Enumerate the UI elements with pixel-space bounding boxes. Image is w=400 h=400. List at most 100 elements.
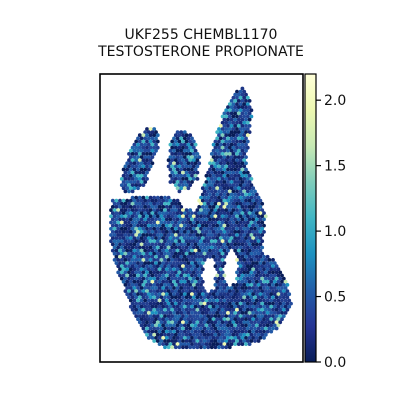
- tissue-spot: [199, 233, 203, 237]
- tissue-spot: [215, 292, 220, 297]
- tissue-spot: [220, 332, 225, 337]
- tissue-spot: [175, 267, 180, 272]
- tissue-spot: [278, 276, 283, 281]
- tissue-spot: [249, 339, 254, 343]
- tissue-spot: [247, 298, 252, 303]
- tissue-spot: [157, 286, 162, 290]
- tissue-spot: [132, 254, 137, 259]
- tissue-spot: [215, 173, 220, 178]
- tissue-spot: [175, 242, 180, 247]
- tissue-spot: [114, 236, 119, 241]
- tissue-spot: [146, 248, 151, 253]
- tissue-spot: [209, 345, 214, 350]
- tissue-spot: [197, 286, 202, 290]
- tissue-spot: [172, 292, 176, 297]
- tissue-spot: [186, 167, 191, 172]
- tissue-spot: [220, 201, 225, 206]
- tissue-spot: [227, 102, 232, 106]
- tissue-spot: [209, 339, 214, 343]
- tissue-spot: [134, 307, 139, 312]
- tissue-spot: [285, 307, 290, 312]
- tissue-spot: [242, 283, 247, 287]
- tissue-spot: [209, 239, 214, 244]
- tissue-spot: [132, 223, 137, 228]
- tissue-spot: [137, 214, 142, 219]
- tissue-spot: [233, 217, 238, 222]
- tissue-spot: [236, 342, 241, 346]
- tissue-spot: [130, 295, 135, 300]
- tissue-spot: [191, 158, 196, 163]
- tissue-spot: [193, 286, 198, 290]
- tissue-spot: [154, 261, 158, 265]
- tissue-spot: [163, 214, 167, 219]
- tissue-spot: [121, 242, 126, 247]
- tissue-spot: [258, 298, 263, 303]
- tissue-spot: [143, 142, 148, 147]
- tissue-spot: [110, 211, 115, 216]
- tissue-spot: [155, 239, 160, 244]
- tissue-spot: [152, 264, 157, 269]
- tissue-spot: [139, 317, 144, 322]
- tissue-spot: [217, 314, 221, 318]
- tissue-spot: [245, 114, 250, 119]
- tissue-spot: [139, 136, 144, 141]
- tissue-spot: [157, 273, 162, 278]
- tissue-spot: [281, 295, 286, 300]
- tissue-spot: [240, 323, 245, 328]
- tissue-spot: [200, 304, 205, 309]
- tissue-spot: [260, 214, 265, 219]
- tissue-spot: [217, 195, 221, 200]
- tissue-spot: [227, 158, 232, 163]
- tissue-spot: [274, 326, 279, 331]
- tissue-spot: [141, 320, 146, 325]
- tissue-spot: [193, 336, 198, 340]
- tissue-spot: [152, 226, 157, 231]
- tissue-spot: [249, 264, 254, 269]
- tissue-spot: [231, 314, 236, 318]
- tissue-spot: [128, 273, 133, 278]
- tissue-spot: [271, 301, 275, 306]
- tissue-spot: [184, 283, 189, 287]
- tissue-spot: [247, 192, 252, 197]
- tissue-spot: [236, 198, 241, 203]
- tissue-spot: [109, 233, 113, 237]
- tissue-spot: [141, 295, 146, 300]
- tissue-spot: [161, 323, 166, 328]
- tissue-spot: [177, 283, 182, 287]
- tissue-spot: [168, 329, 173, 334]
- tissue-spot: [202, 251, 207, 256]
- tissue-spot: [247, 317, 252, 322]
- tissue-spot: [209, 245, 214, 250]
- tissue-spot: [182, 336, 187, 340]
- tissue-spot: [195, 245, 200, 250]
- tissue-spot: [143, 230, 148, 234]
- tissue-spot: [236, 254, 241, 259]
- tissue-spot: [258, 205, 263, 209]
- tissue-spot: [269, 279, 274, 284]
- tissue-spot: [128, 261, 133, 265]
- tissue-spot: [145, 270, 149, 275]
- tissue-spot: [218, 217, 223, 222]
- tissue-spot: [154, 242, 158, 247]
- tissue-spot: [123, 208, 128, 213]
- tissue-spot: [240, 136, 245, 141]
- tissue-spot: [200, 311, 205, 315]
- tissue-spot: [227, 201, 232, 206]
- tissue-spot: [238, 195, 243, 200]
- tissue-spot: [240, 192, 245, 197]
- tissue-spot: [262, 211, 266, 216]
- tissue-spot: [193, 292, 198, 297]
- tissue-spot: [244, 248, 248, 253]
- tissue-spot: [157, 311, 162, 315]
- tissue-spot: [163, 239, 167, 244]
- tissue-spot: [206, 177, 211, 181]
- tissue-spot: [249, 289, 254, 293]
- tissue-spot: [148, 201, 153, 206]
- tissue-spot: [258, 217, 263, 222]
- tissue-spot: [262, 261, 266, 265]
- tissue-spot: [224, 220, 229, 225]
- tissue-spot: [146, 304, 151, 309]
- tissue-spot: [253, 307, 257, 312]
- tissue-spot: [236, 99, 241, 103]
- tissue-spot: [200, 329, 205, 334]
